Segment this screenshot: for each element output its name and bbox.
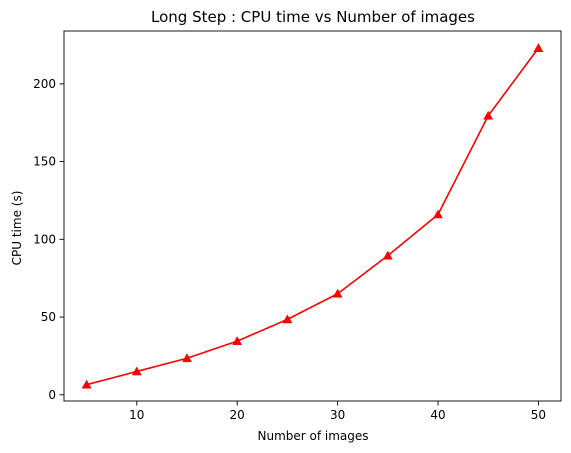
y-tick-label: 150 xyxy=(33,155,56,169)
y-tick-label: 50 xyxy=(41,310,56,324)
chart-title: Long Step : CPU time vs Number of images xyxy=(151,8,475,26)
x-tick-label: 10 xyxy=(129,408,144,422)
series-line xyxy=(86,47,540,386)
data-point-marker xyxy=(533,43,544,52)
x-tick-label: 20 xyxy=(230,408,245,422)
y-tick-label: 100 xyxy=(33,232,56,246)
data-point-marker xyxy=(282,314,293,324)
plot-area: 10 20 30 40 50 0 50 100 150 200 xyxy=(33,30,562,422)
data-point-marker xyxy=(182,353,192,363)
data-point-marker xyxy=(131,366,142,376)
data-point-marker xyxy=(483,110,494,120)
x-axis-label: Number of images xyxy=(257,429,368,443)
data-point-marker xyxy=(232,336,243,345)
y-axis-label: CPU time (s) xyxy=(10,191,24,266)
y-tick-label: 200 xyxy=(33,77,56,91)
data-point-marker xyxy=(81,379,92,389)
axes-frame xyxy=(63,30,562,402)
data-point-marker xyxy=(332,288,343,298)
x-tick-label: 50 xyxy=(531,408,546,422)
data-point-marker xyxy=(433,209,443,219)
data-point-marker xyxy=(382,250,393,260)
x-tick-label: 30 xyxy=(330,408,345,422)
y-tick-label: 0 xyxy=(48,388,56,402)
x-tick-label: 40 xyxy=(430,408,445,422)
